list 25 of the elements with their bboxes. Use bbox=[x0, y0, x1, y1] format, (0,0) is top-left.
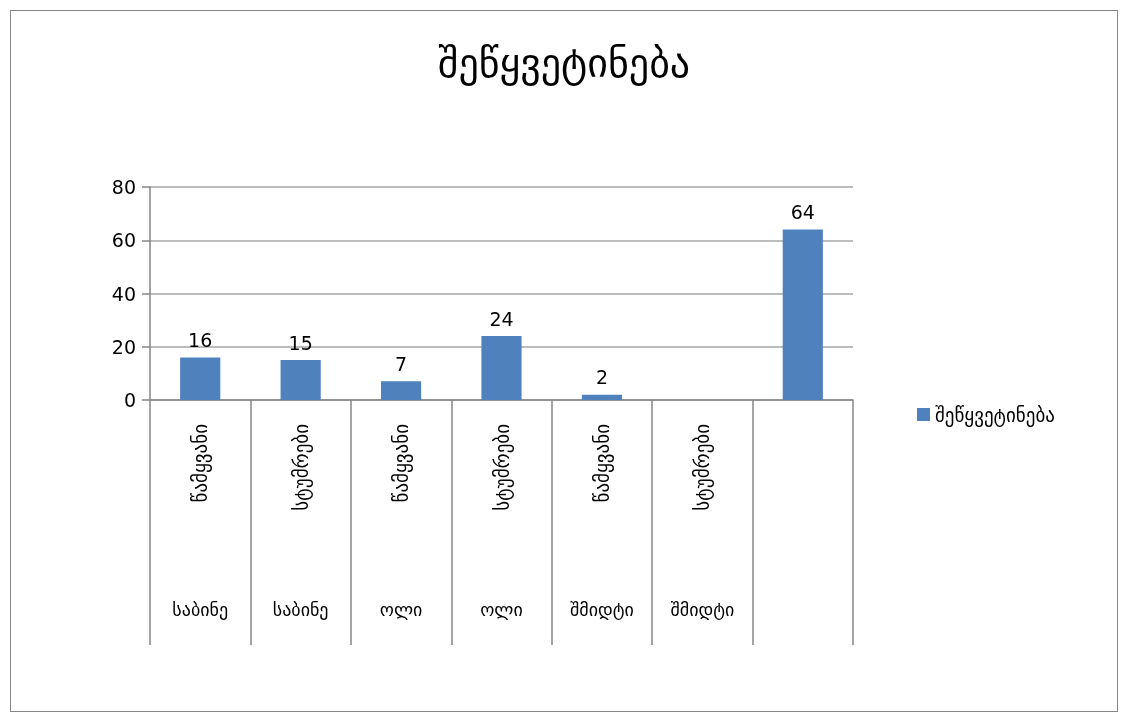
bar bbox=[180, 357, 221, 400]
data-label: 24 bbox=[489, 307, 514, 330]
y-tick-label: 20 bbox=[111, 335, 136, 358]
category-label: სტუმრები ოლი bbox=[480, 424, 523, 620]
bar bbox=[481, 336, 522, 400]
bar bbox=[280, 360, 321, 400]
data-label: 7 bbox=[395, 352, 408, 375]
bar bbox=[380, 381, 422, 400]
y-tick-label: 80 bbox=[111, 176, 136, 198]
data-label: 15 bbox=[288, 331, 313, 354]
data-label: 2 bbox=[595, 366, 608, 389]
bar bbox=[782, 229, 823, 400]
y-tick-label: 40 bbox=[111, 282, 136, 305]
data-label: 64 bbox=[790, 201, 815, 224]
category-label: სტუმრები საბინე bbox=[272, 424, 329, 620]
y-tick-label: 60 bbox=[111, 229, 136, 252]
category-label: წამყვანი საბინე bbox=[172, 424, 229, 620]
category-label: წამყვანი ოლი bbox=[379, 424, 423, 620]
bar bbox=[581, 394, 623, 400]
data-label: 16 bbox=[188, 328, 213, 351]
category-label: სტუმრები შმიდტი bbox=[670, 424, 735, 620]
chart-title: შეწყვეტინება bbox=[437, 40, 691, 86]
legend-label: შეწყვეტინება bbox=[935, 403, 1055, 427]
y-tick-label: 0 bbox=[123, 389, 136, 411]
category-label: წამყვანი შმიდტი bbox=[570, 424, 634, 620]
